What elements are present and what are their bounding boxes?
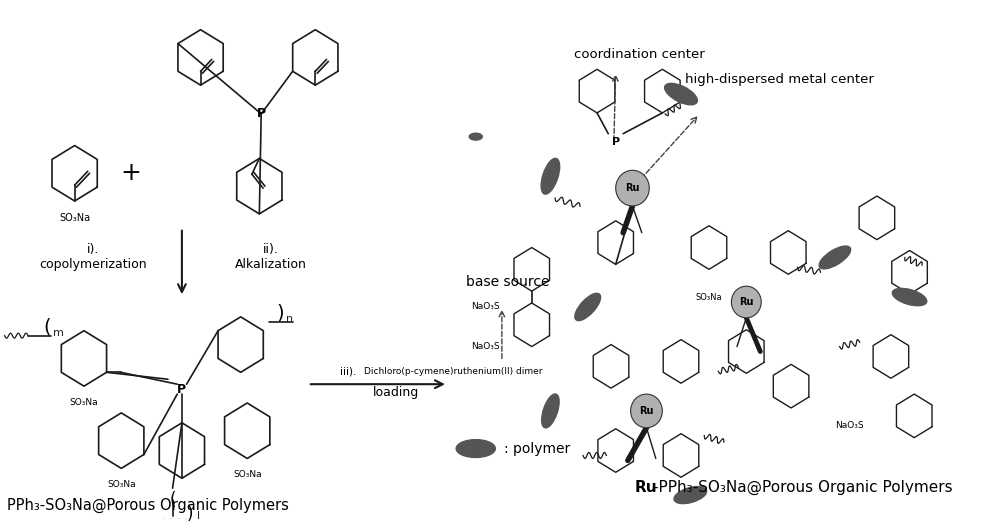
Circle shape	[731, 286, 761, 318]
Text: coordination center: coordination center	[574, 48, 704, 61]
Circle shape	[631, 394, 662, 428]
Text: SO₃Na: SO₃Na	[59, 213, 90, 223]
Text: iii).: iii).	[340, 366, 357, 376]
Text: ): )	[187, 505, 193, 523]
Text: P: P	[177, 383, 186, 396]
Text: loading: loading	[373, 386, 419, 399]
Text: base source: base source	[466, 275, 550, 289]
Text: NaO₃S: NaO₃S	[835, 421, 864, 430]
Text: -PPh₃-SO₃Na@Porous Organic Polymers: -PPh₃-SO₃Na@Porous Organic Polymers	[653, 479, 953, 495]
Ellipse shape	[542, 394, 559, 428]
Text: high-dispersed metal center: high-dispersed metal center	[685, 73, 873, 86]
Text: P: P	[612, 137, 620, 147]
Ellipse shape	[819, 246, 851, 269]
Text: ii).
Alkalization: ii). Alkalization	[235, 244, 306, 271]
Ellipse shape	[892, 288, 927, 305]
Text: Dichloro(p-cymene)ruthenium(II) dimer: Dichloro(p-cymene)ruthenium(II) dimer	[364, 367, 542, 376]
Circle shape	[616, 170, 649, 206]
Ellipse shape	[456, 440, 495, 457]
Ellipse shape	[575, 293, 601, 321]
Text: l: l	[197, 511, 200, 521]
Text: Ru: Ru	[625, 183, 640, 193]
Text: Ru: Ru	[634, 479, 657, 495]
Text: i).
copolymerization: i). copolymerization	[39, 244, 147, 271]
Ellipse shape	[665, 83, 697, 105]
Text: P: P	[257, 107, 266, 121]
Text: n: n	[286, 314, 294, 324]
Text: SO₃Na: SO₃Na	[233, 471, 262, 479]
Text: ): )	[276, 303, 284, 322]
Ellipse shape	[674, 487, 707, 504]
Text: : polymer: : polymer	[504, 442, 570, 455]
Text: SO₃Na: SO₃Na	[107, 480, 136, 489]
Ellipse shape	[469, 133, 482, 140]
Text: m: m	[53, 328, 64, 337]
Text: PPh₃-SO₃Na@Porous Organic Polymers: PPh₃-SO₃Na@Porous Organic Polymers	[7, 497, 289, 512]
Text: (: (	[169, 491, 176, 509]
Ellipse shape	[541, 158, 560, 194]
Text: NaO₃S: NaO₃S	[471, 302, 500, 311]
Text: NaO₃S: NaO₃S	[471, 342, 500, 351]
Text: Ru: Ru	[639, 406, 654, 416]
Text: (: (	[43, 317, 50, 336]
Text: SO₃Na: SO₃Na	[70, 398, 98, 407]
Text: +: +	[120, 161, 141, 185]
Text: SO₃Na: SO₃Na	[696, 292, 722, 301]
Text: Ru: Ru	[739, 297, 754, 307]
